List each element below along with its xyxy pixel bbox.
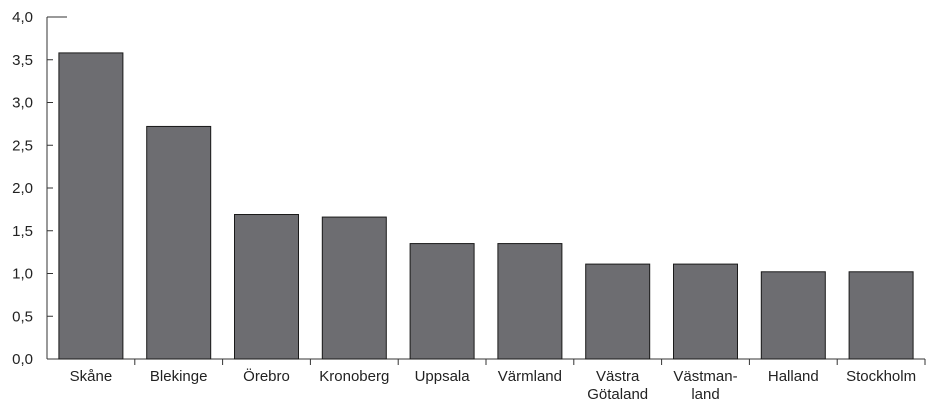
x-tick-label: Halland [768,368,819,385]
y-tick-label: 1,5 [12,223,33,240]
x-tick-label: Stockholm [846,368,916,385]
bar [321,216,387,360]
x-tick-label: Blekinge [150,368,208,385]
y-tick-label: 3,5 [12,52,33,69]
y-tick-label: 0,5 [12,308,33,325]
x-tick-label: Skåne [70,368,113,385]
bar [58,52,124,360]
y-tick-label: 3,0 [12,95,33,112]
bar [409,243,475,360]
y-tick-label: 1,0 [12,266,33,283]
bar [234,214,299,360]
y-tick-label: 0,0 [12,351,33,368]
x-tick-label: Uppsala [415,368,471,385]
x-tick-label: Västman-land [673,368,737,403]
y-axis-ticks: 0,0 0,5 1,0 1,5 2,0 2,5 3,0 3,5 4,0 [12,9,67,368]
x-tick-label: Örebro [243,367,290,385]
y-tick-label: 4,0 [12,9,33,26]
y-tick-label: 2,0 [12,180,33,197]
bar [585,263,651,360]
bar [848,271,914,360]
x-tick-label: Värmland [498,368,562,385]
bar [497,243,563,360]
x-tick-label: Västra Götaland [587,368,648,403]
bars [58,52,914,360]
y-tick-label: 2,5 [12,137,33,154]
x-axis-labels: Skåne Blekinge Örebro Kronoberg Uppsala Värml… [70,367,916,403]
bar [760,271,826,360]
bar [146,125,212,360]
x-tick-label: Kronoberg [319,368,389,385]
bar [673,263,738,360]
